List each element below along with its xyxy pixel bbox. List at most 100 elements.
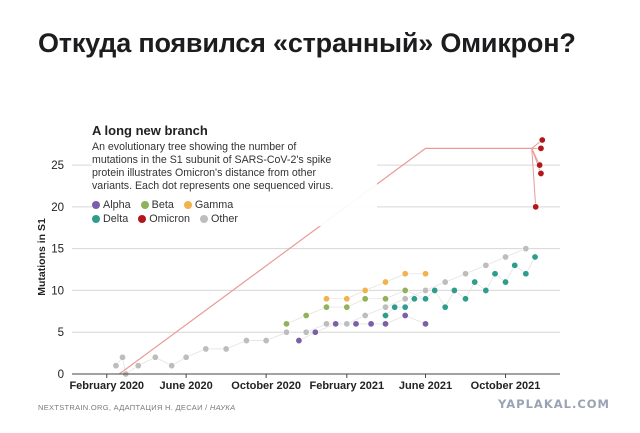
legend-dot-icon [138,214,147,223]
data-point-alpha [367,320,375,328]
data-point-other [202,345,210,353]
tree-branch [286,315,307,325]
data-point-other [482,261,490,269]
data-point-beta [401,286,409,294]
data-point-gamma [382,278,390,286]
chart-subtitle-line: protein illustrates Omicron's distance f… [92,167,316,179]
legend-row: Alpha Beta Gamma [92,198,377,212]
y-tick-label: 10 [51,285,64,297]
data-point-other [282,328,290,336]
y-tick-label: 0 [58,369,64,381]
legend-dot-icon [200,214,209,223]
data-point-other [441,278,449,286]
data-point-delta [462,295,470,303]
data-point-alpha [332,320,340,328]
data-point-other [151,353,159,361]
data-point-other [322,320,330,328]
data-point-beta [322,303,330,311]
legend-label: Omicron [149,213,191,225]
omicron-branch-split [531,148,542,174]
tree-branch [315,323,336,333]
data-point-delta [482,286,490,294]
data-point-gamma [401,270,409,278]
legend-row: Delta Omicron Other [92,212,377,226]
source-credit: NEXTSTRAIN.ORG, АДАПТАЦИЯ Н. ДЕСАИ / НАУ… [38,403,235,412]
tree-branch [425,281,446,291]
tree-branch [445,273,466,283]
data-point-alpha [352,320,360,328]
data-point-delta [401,303,409,311]
tree-branch [265,331,287,341]
data-point-delta [441,303,449,311]
data-point-other [522,245,530,253]
data-point-other [168,362,176,370]
source-publication: НАУКА [209,403,236,412]
data-point-delta [431,286,439,294]
tree-branch [305,323,327,333]
legend-dot-icon [183,200,192,209]
legend-label: Other [211,213,239,225]
data-point-other [242,337,250,345]
legend-dot-icon [92,214,100,223]
data-point-gamma [422,270,430,278]
data-point-alpha [382,320,390,328]
tree-branch [385,290,406,300]
data-point-delta [410,295,418,303]
data-point-omicron [536,161,544,169]
data-point-gamma [322,295,330,303]
data-point-other [401,295,409,303]
data-point-omicron [532,203,540,211]
data-point-delta [502,278,510,286]
legend-item-alpha: Alpha [92,198,131,212]
data-point-gamma [343,295,351,303]
data-point-other [119,353,127,361]
headline: Откуда появился «странный» Омикрон? [38,28,576,58]
data-point-other [112,362,120,370]
tree-branch [385,273,406,283]
source-text: NEXTSTRAIN.ORG, АДАПТАЦИЯ Н. ДЕСАИ / [38,403,210,412]
tree-branch [405,315,426,325]
omicron-branch-line [118,147,532,375]
data-point-beta [343,303,351,311]
data-point-other [262,337,270,345]
legend-label: Alpha [103,199,131,211]
data-point-alpha [422,320,430,328]
chart-subtitle-line: mutations in the S1 subunit of SARS-CoV-… [92,154,332,166]
data-point-alpha [401,312,409,320]
x-tick-label: February 2020 [69,380,144,392]
data-point-other [361,312,369,320]
data-point-other [382,303,390,311]
data-point-other [343,320,351,328]
data-point-delta [491,270,499,278]
tree-branch [365,281,386,291]
point-layer [112,136,546,378]
y-tick-label: 15 [51,244,64,256]
tree-branch [305,306,327,316]
legend-item-delta: Delta [92,212,128,226]
legend-label: Beta [151,199,174,211]
tree-branch [185,348,206,358]
chart-title: A long new branch [92,123,208,138]
watermark: YAPLAKAL.COM [498,397,610,411]
data-point-other [182,353,190,361]
tree-branch [365,306,386,316]
data-point-other [222,345,230,353]
omicron-branch-split [531,148,537,207]
tree-branch [385,315,406,325]
chart-subtitle: An evolutionary tree showing the number … [92,141,377,193]
legend-label: Gamma [194,199,234,211]
data-point-omicron [537,144,545,152]
figure: 0 5 10 15 20 25 February 2020 June 2020 October … [30,118,610,418]
data-point-other [302,328,310,336]
x-tick-label: February 2021 [310,380,385,392]
data-point-gamma [361,286,369,294]
legend-dot-icon [140,200,149,209]
data-point-delta [391,303,399,311]
legend-dot-icon [92,200,100,209]
data-point-beta [282,320,290,328]
data-point-beta [302,312,310,320]
chart-subtitle-line: variants. Each dot represents one sequen… [92,180,334,192]
data-point-other [422,286,430,294]
data-point-delta [382,312,390,320]
data-point-beta [382,295,390,303]
